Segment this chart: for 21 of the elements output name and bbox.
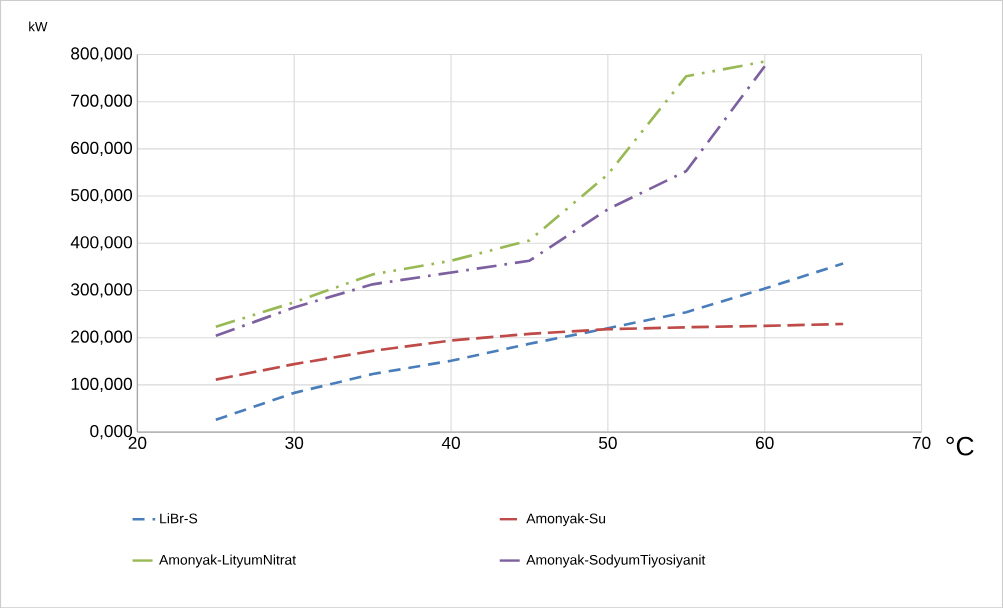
- legend-label: Amonyak-SodyumTiyosiyanit: [526, 554, 706, 568]
- x-tick-label: 60: [756, 436, 774, 449]
- legend-label: Amonyak-Su: [526, 512, 606, 526]
- line-series: [214, 322, 845, 381]
- legend-label: LiBr-S: [160, 512, 198, 524]
- y-tick-label: 300,000: [71, 283, 133, 298]
- y-tick-label: 200,000: [71, 330, 133, 345]
- y-tick-label: 100,000: [71, 377, 133, 392]
- y-tick-label: 600,000: [71, 141, 133, 156]
- y-tick-label: 400,000: [70, 235, 133, 251]
- legend-label: Amonyak-LityumNitrat: [159, 554, 296, 568]
- x-tick-label: 50: [598, 436, 617, 449]
- x-tick-label: 70: [912, 436, 931, 449]
- x-tick-label: 30: [285, 436, 304, 449]
- y-axis-title: kW: [29, 21, 48, 31]
- y-tick-label: 700,000: [71, 94, 133, 109]
- y-tick-label: 500,000: [71, 188, 133, 203]
- x-axis-title: °C: [946, 436, 974, 456]
- line-series: [214, 262, 845, 421]
- x-tick-label: 40: [441, 436, 460, 449]
- y-tick-label: 800,000: [71, 47, 133, 62]
